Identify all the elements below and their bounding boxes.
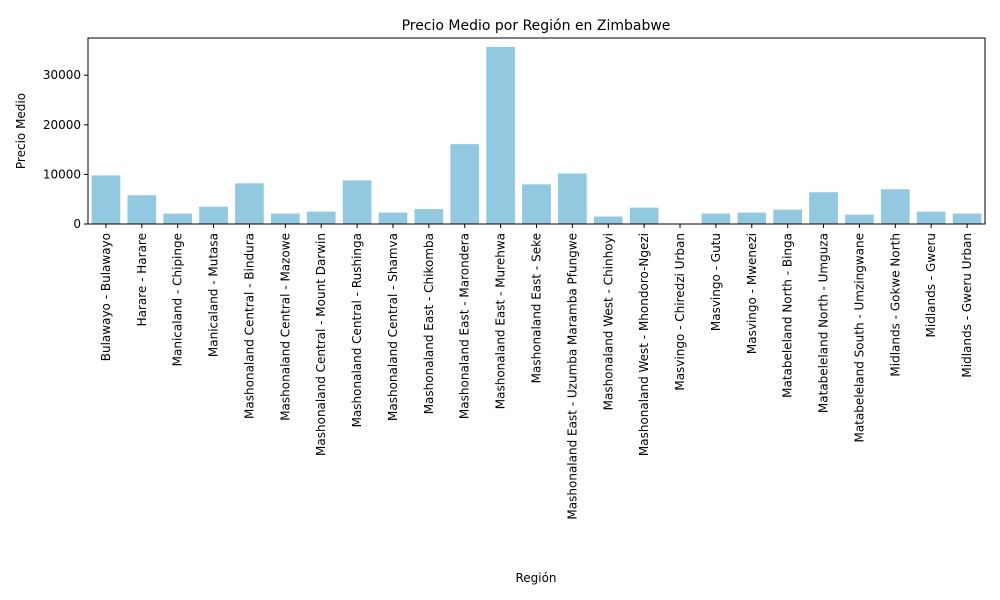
- x-tick-label: Mashonaland East - Marondera: [458, 233, 472, 419]
- bar: [593, 216, 623, 224]
- bar: [306, 211, 336, 224]
- bar: [342, 180, 372, 224]
- bar: [91, 175, 121, 224]
- x-tick-label: Midlands - Gweru Urban: [960, 233, 974, 378]
- bar: [486, 46, 515, 224]
- bar: [199, 206, 228, 224]
- bar: [450, 144, 480, 224]
- bar: [701, 213, 731, 224]
- x-tick-label: Manicaland - Mutasa: [207, 233, 221, 357]
- x-tick-label: Masvingo - Mwenezi: [745, 233, 759, 354]
- y-tick-label: 20000: [43, 118, 81, 132]
- x-axis: Bulawayo - Bulawayo Harare - Harare Manica…: [99, 224, 974, 520]
- x-axis-label: Región: [515, 571, 556, 585]
- bar: [414, 209, 444, 224]
- y-axis: 0 10000 20000 30000: [43, 68, 88, 231]
- bar: [809, 192, 838, 224]
- x-tick-label: Manicaland - Chipinge: [171, 233, 185, 366]
- chart-title: Precio Medio por Región en Zimbabwe: [402, 18, 671, 34]
- bar: [737, 212, 767, 224]
- x-tick-label: Mashonaland Central - Bindura: [242, 233, 256, 419]
- bar: [163, 213, 193, 224]
- x-tick-label: Harare - Harare: [135, 233, 149, 326]
- x-tick-label: Masvingo - Chiredzi Urban: [673, 233, 687, 391]
- x-tick-label: Mashonaland Central - Mount Darwin: [314, 233, 328, 456]
- bar: [952, 213, 982, 224]
- bar: [845, 214, 874, 224]
- x-tick-label: Mashonaland West - Chinhoyi: [601, 233, 615, 410]
- x-tick-label: Mashonaland Central - Rushinga: [350, 233, 364, 427]
- x-tick-label: Midlands - Gweru: [924, 233, 938, 337]
- bar: [558, 173, 587, 224]
- x-tick-label: Matabeleland North - Umguza: [817, 233, 831, 413]
- y-tick-label: 10000: [43, 167, 81, 181]
- x-tick-label: Mashonaland Central - Mazowe: [278, 233, 292, 421]
- bar: [916, 211, 946, 224]
- bar: [773, 209, 803, 224]
- x-tick-label: Mashonaland East - Chikomba: [422, 233, 436, 414]
- x-tick-label: Masvingo - Gutu: [709, 233, 723, 331]
- x-tick-label: Mashonaland West - Mhondoro-Ngezi: [637, 233, 651, 456]
- plot-frame: [87, 37, 986, 225]
- x-tick-label: Matabeleland South - Umzingwane: [852, 233, 866, 443]
- x-tick-label: Midlands - Gokwe North: [888, 233, 902, 377]
- bar: [522, 184, 551, 224]
- bar: [127, 195, 157, 224]
- x-tick-label: Mashonaland Central - Shamva: [386, 233, 400, 421]
- bars-layer: [91, 46, 982, 224]
- x-tick-label: Matabeleland North - Binga: [781, 233, 795, 398]
- bar: [378, 212, 408, 224]
- y-axis-label: Precio Medio: [14, 93, 28, 169]
- x-tick-label: Mashonaland East - Seke: [530, 233, 544, 383]
- bar: [235, 183, 264, 224]
- x-tick-label: Mashonaland East - Uzumba Maramba Pfungw…: [565, 233, 579, 520]
- x-tick-label: Mashonaland East - Murehwa: [494, 233, 508, 409]
- x-tick-label: Bulawayo - Bulawayo: [99, 233, 113, 361]
- bar: [270, 213, 300, 224]
- bar: [629, 207, 659, 224]
- y-tick-label: 0: [73, 217, 81, 231]
- y-tick-label: 30000: [43, 68, 81, 82]
- bar: [880, 189, 910, 224]
